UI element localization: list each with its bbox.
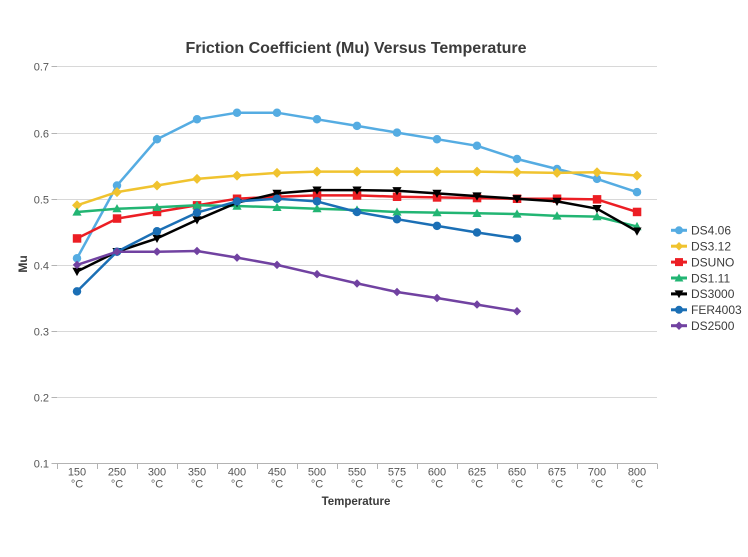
svg-text:Mu: Mu [16,255,30,272]
svg-text:0.7: 0.7 [34,61,49,73]
svg-text:°C: °C [71,479,83,491]
svg-text:0.4: 0.4 [34,260,49,272]
svg-text:°C: °C [551,479,563,491]
svg-text:Friction Coefficient (Mu) Vers: Friction Coefficient (Mu) Versus Tempera… [185,40,526,57]
svg-text:0.5: 0.5 [34,194,49,206]
svg-text:650: 650 [508,467,526,479]
svg-text:DS4.06: DS4.06 [691,224,731,238]
svg-text:350: 350 [188,467,206,479]
svg-text:FER4003: FER4003 [691,303,742,317]
svg-text:450: 450 [268,467,286,479]
svg-text:DS3.12: DS3.12 [691,240,731,254]
svg-text:700: 700 [588,467,606,479]
svg-text:°C: °C [431,479,443,491]
svg-text:°C: °C [511,479,523,491]
svg-text:500: 500 [308,467,326,479]
svg-text:°C: °C [471,479,483,491]
svg-text:°C: °C [111,479,123,491]
svg-text:400: 400 [228,467,246,479]
svg-text:Temperature: Temperature [322,496,391,508]
svg-text:°C: °C [191,479,203,491]
svg-text:0.3: 0.3 [34,326,49,338]
svg-text:°C: °C [391,479,403,491]
svg-text:600: 600 [428,467,446,479]
svg-text:°C: °C [591,479,603,491]
svg-text:575: 575 [388,467,406,479]
svg-text:°C: °C [631,479,643,491]
svg-text:°C: °C [351,479,363,491]
svg-text:550: 550 [348,467,366,479]
svg-text:°C: °C [231,479,243,491]
svg-text:DS2500: DS2500 [691,319,735,333]
svg-text:DS3000: DS3000 [691,287,735,301]
svg-text:DSUNO: DSUNO [691,255,734,269]
svg-text:°C: °C [311,479,323,491]
svg-text:0.6: 0.6 [34,128,49,140]
svg-text:150: 150 [68,467,86,479]
svg-text:300: 300 [148,467,166,479]
svg-text:0.1: 0.1 [34,458,49,470]
svg-text:DS1.11: DS1.11 [691,271,730,285]
svg-text:625: 625 [468,467,486,479]
svg-text:250: 250 [108,467,126,479]
svg-text:800: 800 [628,467,646,479]
svg-text:°C: °C [151,479,163,491]
svg-text:675: 675 [548,467,566,479]
svg-text:0.2: 0.2 [34,392,49,404]
svg-text:°C: °C [271,479,283,491]
